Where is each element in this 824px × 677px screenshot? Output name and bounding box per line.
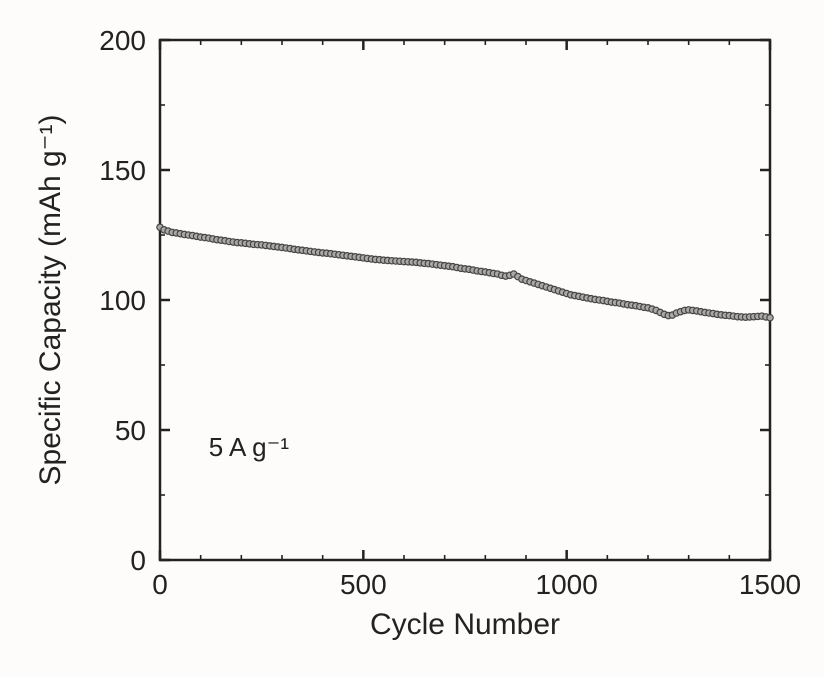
y-tick-label: 0 [130, 545, 146, 576]
x-tick-label: 0 [152, 569, 168, 600]
capacity-vs-cycle-chart: 0 500 1000 1500 0 50 100 150 200 Cycle Number Spec… [0, 0, 824, 677]
y-axis-label: Specific Capacity (mAh g⁻¹) [34, 115, 67, 486]
chart-svg: 0 500 1000 1500 0 50 100 150 200 Cycle Number Spec… [0, 0, 824, 677]
y-tick-label: 200 [99, 25, 146, 56]
rate-annotation: 5 A g⁻¹ [209, 432, 290, 462]
x-tick-label: 1500 [739, 569, 801, 600]
x-tick-label: 500 [340, 569, 387, 600]
x-axis-label: Cycle Number [370, 608, 560, 641]
y-tick-label: 50 [115, 415, 146, 446]
y-tick-label: 150 [99, 155, 146, 186]
x-tick-label: 1000 [536, 569, 598, 600]
y-tick-label: 100 [99, 285, 146, 316]
